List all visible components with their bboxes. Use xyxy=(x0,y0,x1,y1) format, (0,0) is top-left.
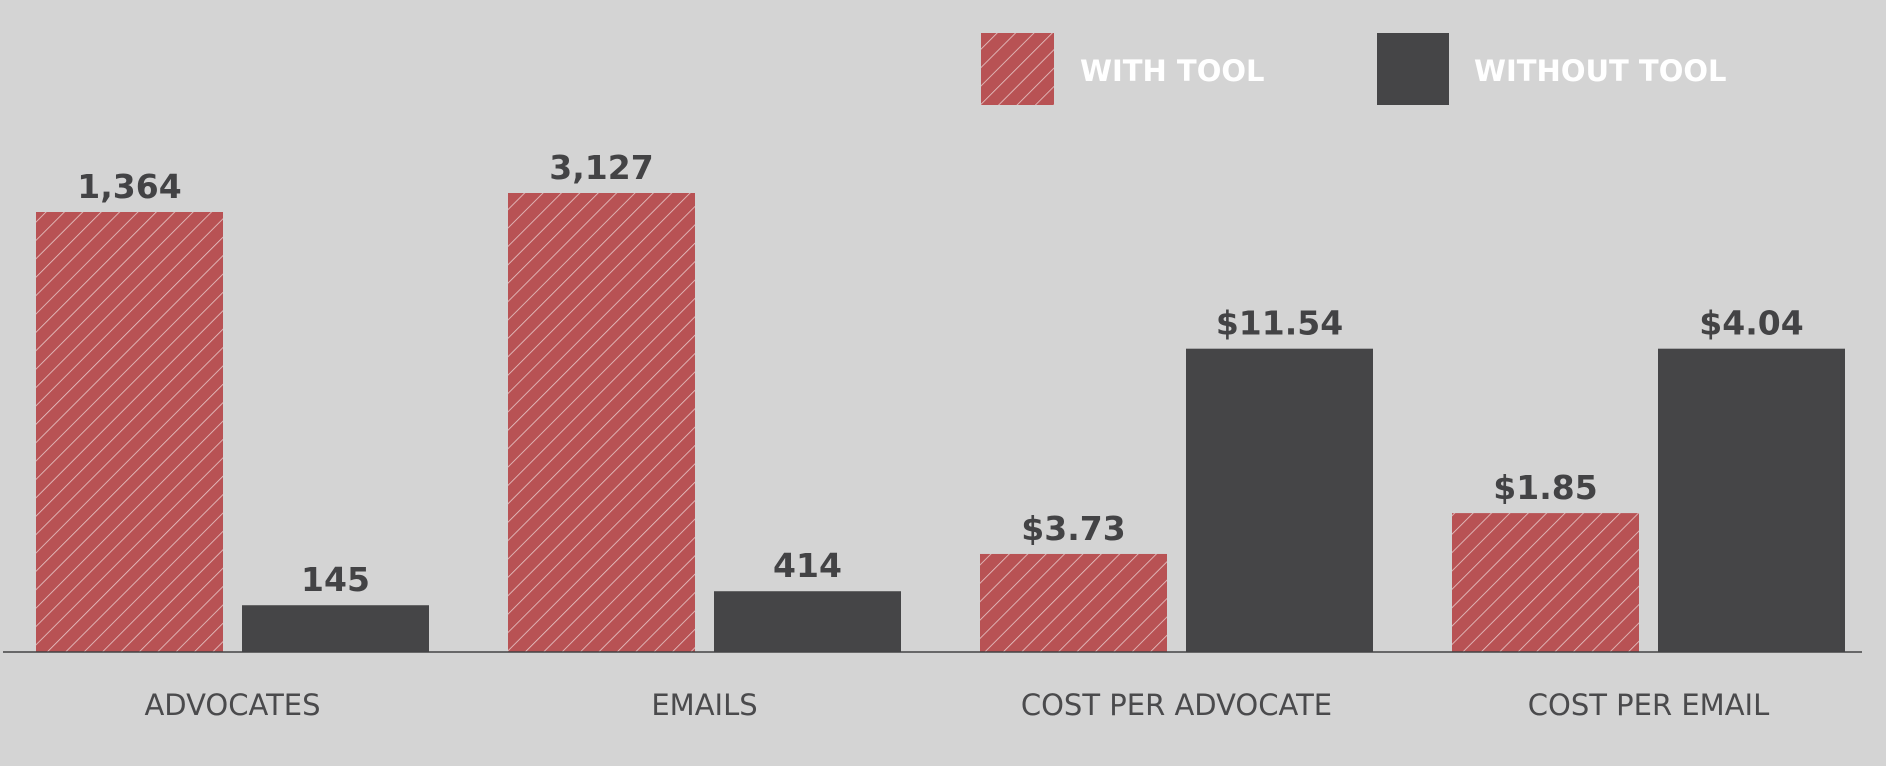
bar-without-tool-advocates xyxy=(242,605,429,652)
category-label-emails: EMAILS xyxy=(651,688,757,722)
value-label-without-tool-cost-per-advocate: $11.54 xyxy=(1216,304,1343,343)
value-label-without-tool-cost-per-email: $4.04 xyxy=(1699,304,1803,343)
bar-without-tool-cost-per-email xyxy=(1658,348,1845,652)
value-label-with-tool-cost-per-email: $1.85 xyxy=(1493,468,1597,507)
value-label-with-tool-advocates: 1,364 xyxy=(77,167,181,206)
legend-label-without-tool: WITHOUT TOOL xyxy=(1474,54,1726,88)
bar-with-tool-cost-per-email xyxy=(1452,513,1639,652)
category-label-advocates: ADVOCATES xyxy=(144,688,320,722)
value-label-without-tool-emails: 414 xyxy=(773,546,842,585)
bar-with-tool-emails xyxy=(508,193,695,652)
legend-swatch-with-tool xyxy=(981,33,1054,105)
value-label-with-tool-cost-per-advocate: $3.73 xyxy=(1021,509,1125,548)
category-label-cost-per-email: COST PER EMAIL xyxy=(1528,688,1770,722)
bar-with-tool-advocates xyxy=(36,212,223,652)
legend-swatch-without-tool xyxy=(1377,33,1449,105)
value-label-with-tool-emails: 3,127 xyxy=(549,148,653,187)
legend: WITH TOOL WITHOUT TOOL xyxy=(981,33,1726,105)
bars-layer xyxy=(36,193,1845,652)
bar-without-tool-cost-per-advocate xyxy=(1186,348,1373,652)
bar-without-tool-emails xyxy=(714,591,901,652)
legend-label-with-tool: WITH TOOL xyxy=(1080,54,1265,88)
category-label-cost-per-advocate: COST PER ADVOCATE xyxy=(1021,688,1332,722)
value-label-without-tool-advocates: 145 xyxy=(301,560,370,599)
labels-layer: 1,364 145 ADVOCATES 3,127 414 EMAILS $3.73 $11.… xyxy=(77,148,1803,722)
bar-with-tool-cost-per-advocate xyxy=(980,553,1167,652)
